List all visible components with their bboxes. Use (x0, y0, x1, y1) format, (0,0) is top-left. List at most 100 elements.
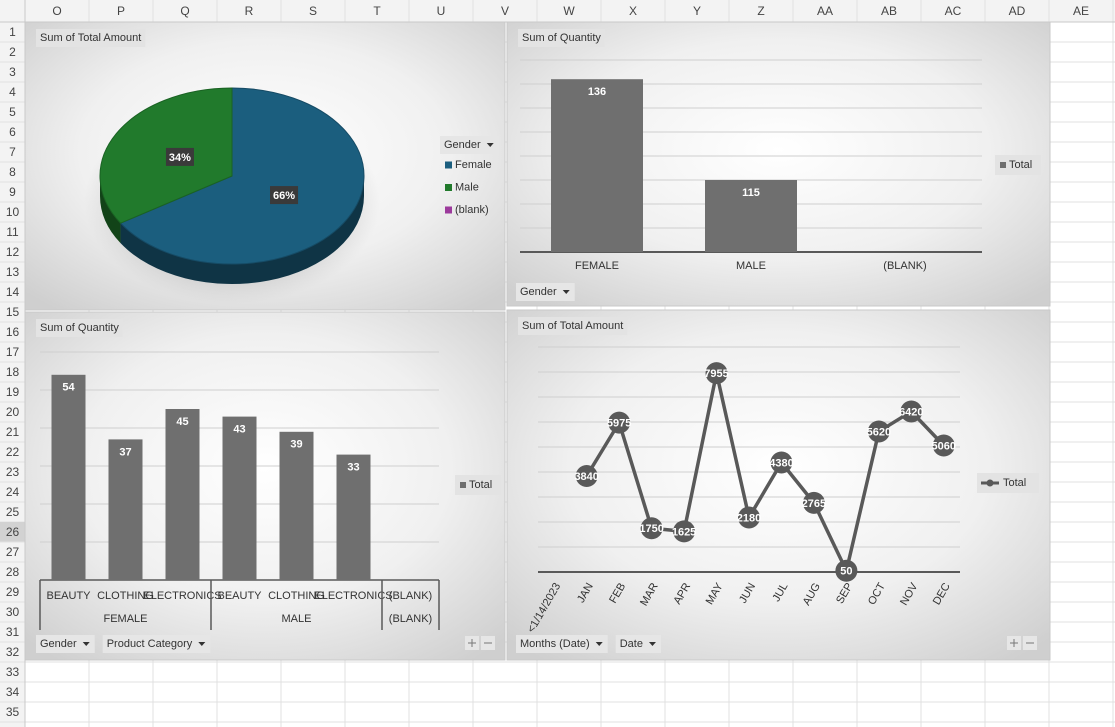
x-tick-label: CLOTHING (268, 590, 325, 602)
chart-title-box (518, 29, 605, 47)
data-label: 7955 (704, 368, 728, 380)
data-label: 5060 (932, 440, 956, 452)
row-number: 33 (6, 665, 20, 679)
dropdown-arrow[interactable] (562, 290, 570, 294)
column-letter: Z (757, 4, 764, 18)
dropdown-arrow[interactable] (595, 642, 603, 646)
x-tick-label: BEAUTY (217, 590, 262, 602)
data-label: 136 (588, 86, 606, 98)
column-letter: O (52, 4, 61, 18)
row-number: 1 (9, 25, 16, 39)
dropdown-arrow[interactable] (486, 143, 494, 147)
column-letter: AE (1073, 4, 1089, 18)
line-marker (640, 517, 663, 540)
chart-area (506, 309, 1051, 661)
pie-slice (119, 87, 365, 265)
column-letter: P (117, 4, 125, 18)
row-number: 5 (9, 105, 16, 119)
row-number: 11 (6, 225, 19, 239)
row-number: 35 (6, 705, 20, 719)
data-label: 1625 (672, 526, 696, 538)
data-label: 1750 (639, 523, 663, 535)
data-label: 3840 (574, 471, 598, 483)
dropdown-arrow[interactable] (82, 642, 90, 646)
line-marker (802, 491, 825, 514)
data-label: 43 (233, 424, 245, 436)
legend-label: Total (1003, 477, 1026, 489)
row-number: 13 (6, 265, 20, 279)
data-label: 4380 (769, 457, 793, 469)
chart-title: Sum of Total Amount (40, 32, 141, 44)
row-number: 12 (6, 245, 20, 259)
x-tick-label: CLOTHING (97, 590, 154, 602)
dropdown-arrow[interactable] (648, 642, 656, 646)
bar (705, 180, 797, 252)
data-label-box (165, 147, 194, 166)
row-number: 4 (9, 85, 16, 99)
row-number: 9 (9, 185, 16, 199)
field-button[interactable] (102, 635, 211, 653)
column-letter: T (373, 4, 381, 18)
row-number: 6 (9, 125, 16, 139)
x-tick-label: BEAUTY (46, 590, 91, 602)
chart-area (506, 21, 1051, 307)
line-marker (575, 465, 598, 487)
x-group-label: FEMALE (103, 613, 147, 625)
row-number: 16 (6, 325, 20, 339)
bar (551, 79, 643, 252)
row-number: 30 (6, 605, 20, 619)
data-label-box (270, 186, 299, 205)
data-label: 5975 (607, 418, 631, 430)
line-marker (673, 520, 696, 543)
x-tick-label: FEMALE (575, 260, 619, 272)
bar (51, 374, 86, 580)
field-button[interactable] (516, 283, 575, 301)
row-number: 24 (6, 485, 20, 499)
chart-title-box (36, 319, 123, 337)
chart-title: Sum of Quantity (522, 32, 601, 44)
field-button[interactable] (36, 635, 95, 653)
pie-slice-side (100, 176, 121, 244)
line-marker (867, 420, 890, 443)
field-button-label: Gender (40, 638, 77, 650)
legend-label: Total (469, 479, 492, 491)
row-number: 29 (6, 585, 20, 599)
row-number: 26 (6, 525, 20, 539)
legend-box (995, 155, 1041, 175)
line-marker (770, 451, 793, 474)
data-label: 34% (169, 152, 191, 164)
row-number: 20 (6, 405, 20, 419)
row-number: 10 (6, 205, 20, 219)
data-label: 33 (347, 462, 359, 474)
row-number: 17 (6, 345, 20, 359)
row-number: 15 (6, 305, 20, 319)
column-header-bar (0, 0, 1115, 22)
row-number: 34 (6, 685, 20, 699)
legend-label: (blank) (455, 204, 489, 216)
row-number: 8 (9, 165, 16, 179)
field-button[interactable] (516, 635, 608, 653)
chart-title: Sum of Total Amount (522, 320, 623, 332)
row-number: 2 (9, 45, 16, 59)
legend-label: Female (455, 159, 492, 171)
chart-title-box (36, 29, 146, 47)
field-button[interactable] (440, 136, 499, 154)
column-letter: X (629, 4, 637, 18)
x-tick-label: ELECTRONICS (314, 590, 392, 602)
data-label: 5620 (867, 426, 891, 438)
data-label: 39 (290, 439, 302, 451)
legend-swatch (445, 161, 452, 169)
field-button[interactable] (615, 635, 661, 653)
data-label: 115 (742, 187, 760, 199)
data-label: 2765 (802, 498, 826, 510)
column-letter: U (437, 4, 446, 18)
dropdown-arrow[interactable] (198, 642, 206, 646)
field-button-label: Product Category (107, 638, 193, 650)
line-marker (900, 400, 923, 423)
line-marker (738, 506, 760, 529)
row-number: 19 (6, 385, 20, 399)
row-number: 7 (9, 145, 16, 159)
bar (108, 439, 143, 580)
row-number: 32 (6, 645, 20, 659)
field-button-label: Months (Date) (520, 638, 590, 650)
